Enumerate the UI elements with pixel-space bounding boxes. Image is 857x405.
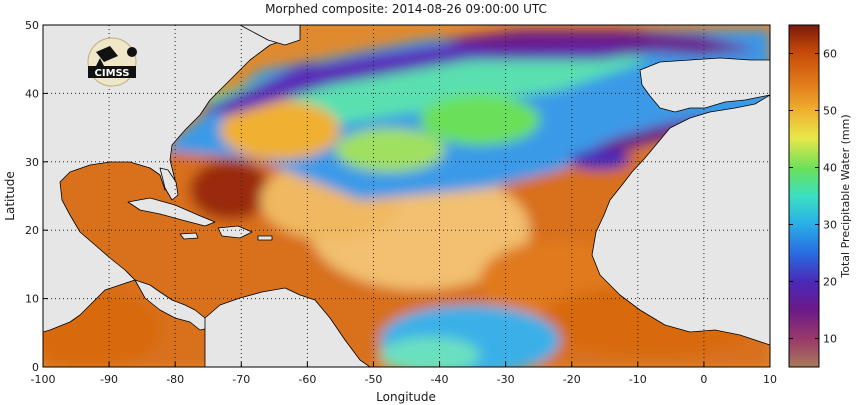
colorbar-label: Total Precipitable Water (mm): [839, 114, 852, 278]
x-tick-label: 10: [763, 373, 777, 386]
colorbar-gradient: [788, 24, 820, 368]
y-tick-label: 30: [25, 156, 39, 169]
map-title: Morphed composite: 2014-08-26 09:00:00 U…: [265, 2, 547, 16]
colorbar-tick-label: 50: [823, 105, 837, 118]
colorbar: 10 20 30 40 50 60 Total Precipitable Water (m…: [788, 24, 852, 368]
x-tick-label: -90: [100, 373, 118, 386]
logo-text: CIMSS: [95, 68, 130, 79]
x-tick-label: -50: [364, 373, 382, 386]
x-tick-label: -60: [298, 373, 316, 386]
land-europe-iberia: [639, 57, 770, 113]
colorbar-tick-label: 20: [823, 276, 837, 289]
y-tick-label: 10: [25, 293, 39, 306]
colorbar-tick-label: 40: [823, 162, 837, 175]
y-axis-label: Latitude: [3, 171, 17, 220]
x-axis-label: Longitude: [376, 390, 436, 404]
land-greenland-newfoundland: [239, 25, 301, 46]
land-cuba: [127, 197, 216, 227]
x-tick-label: -40: [431, 373, 449, 386]
colorbar-ticks: 10 20 30 40 50 60: [789, 48, 837, 346]
colorbar-tick-label: 30: [823, 219, 837, 232]
land-jamaica: [179, 232, 199, 240]
plot-area: [43, 25, 770, 367]
land-masses: [43, 25, 770, 367]
x-tick-label: -70: [232, 373, 250, 386]
cimss-logo: CIMSS: [87, 37, 137, 87]
x-tick-label: -20: [563, 373, 581, 386]
land-puerto-rico: [257, 235, 273, 241]
x-tick-label: -100: [31, 373, 56, 386]
map-gridlines: [43, 25, 770, 367]
y-tick-label: 40: [25, 87, 39, 100]
x-tick-label: -10: [629, 373, 647, 386]
logo-sun-icon: [127, 47, 137, 57]
land-africa: [591, 94, 770, 367]
land-south-america: [204, 287, 371, 367]
x-axis-ticks: -100 -90 -80 -70 -60 -50 -40 -30 -20 -10 0 10: [31, 362, 777, 386]
y-tick-label: 20: [25, 224, 39, 237]
y-axis-ticks: 0 10 20 30 40 50: [25, 19, 48, 374]
x-tick-label: -30: [497, 373, 515, 386]
land-hispaniola: [217, 225, 253, 239]
x-tick-label: 0: [700, 373, 707, 386]
y-tick-label: 50: [25, 19, 39, 32]
y-tick-label: 0: [32, 361, 39, 374]
colorbar-tick-label: 60: [823, 48, 837, 61]
land-florida: [159, 167, 179, 201]
logo-text-band: [88, 66, 136, 78]
plot-frame: [42, 24, 771, 368]
colorbar-tick-label: 10: [823, 333, 837, 346]
x-tick-label: -80: [166, 373, 184, 386]
logo-satellite-icon: [95, 46, 118, 70]
